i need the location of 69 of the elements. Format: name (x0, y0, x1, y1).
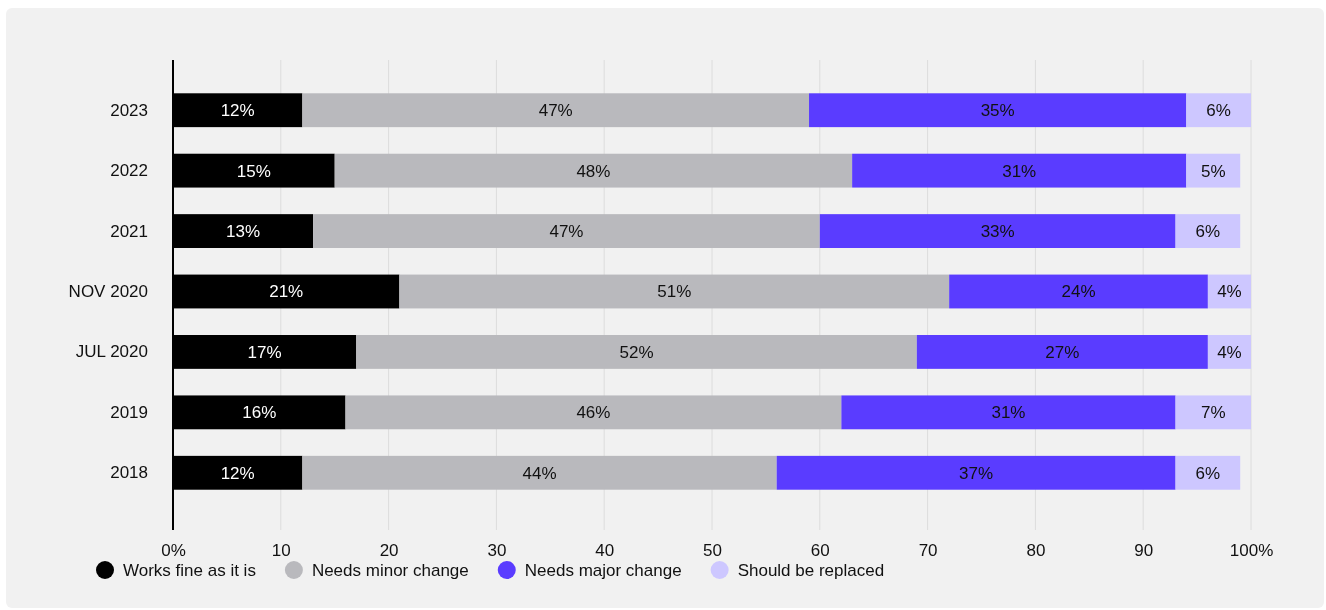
data-label: 33% (980, 222, 1015, 242)
bar (841, 395, 1176, 430)
bar (334, 153, 853, 188)
bar (1175, 455, 1241, 490)
x-tick-label: 80 (1026, 541, 1046, 561)
data-label: 4% (1217, 342, 1242, 362)
legend-label: Works fine as it is (123, 560, 256, 580)
data-label: 37% (959, 463, 994, 483)
bar (776, 455, 1176, 490)
bar (399, 274, 950, 309)
data-label: 51% (657, 282, 692, 302)
x-tick-label: 90 (1134, 541, 1154, 561)
data-label: 21% (269, 282, 304, 302)
legend-label: Needs major change (524, 560, 682, 580)
data-label: 15% (236, 161, 271, 181)
data-label: 44% (522, 463, 557, 483)
data-label: 6% (1195, 463, 1221, 483)
data-label: 13% (226, 222, 261, 242)
bar (345, 395, 842, 430)
bar (949, 274, 1208, 309)
bar (1175, 395, 1251, 430)
y-tick-label: 2023 (110, 100, 148, 120)
x-tick-label: 0% (161, 541, 186, 561)
x-tick-label: 40 (595, 541, 615, 561)
data-label: 12% (220, 101, 255, 121)
y-tick-label: 2019 (110, 402, 148, 422)
data-label: 17% (247, 342, 282, 362)
bar (1186, 93, 1251, 128)
legend-label: Needs minor change (311, 560, 469, 580)
y-tick-label: NOV 2020 (68, 281, 148, 301)
data-label: 35% (980, 101, 1015, 121)
data-label: 48% (576, 161, 611, 181)
bar (819, 214, 1176, 248)
data-label: 31% (1002, 161, 1037, 181)
legend-label: Should be replaced (737, 560, 885, 580)
data-label: 5% (1200, 161, 1226, 181)
bar (852, 153, 1187, 188)
bar (356, 335, 917, 369)
data-label: 52% (619, 342, 654, 362)
bar (809, 93, 1187, 128)
x-tick-label: 30 (487, 541, 507, 561)
y-tick-label: 2021 (110, 221, 148, 241)
bar (1175, 214, 1241, 248)
y-tick-label: JUL 2020 (75, 342, 148, 362)
data-label: 12% (220, 463, 255, 483)
data-label: 27% (1045, 342, 1080, 362)
x-tick-label: 70 (918, 541, 938, 561)
data-label: 16% (242, 403, 277, 423)
bar (302, 455, 777, 490)
data-label: 4% (1217, 282, 1242, 302)
bar (313, 214, 820, 248)
data-label: 31% (991, 403, 1026, 423)
y-tick-label: 2018 (110, 463, 148, 483)
data-label: 46% (576, 403, 611, 423)
data-label: 6% (1206, 101, 1231, 121)
x-tick-label: 60 (810, 541, 830, 561)
data-label: 47% (549, 222, 584, 242)
bar (916, 335, 1208, 369)
x-tick-label: 100% (1229, 541, 1274, 561)
data-label: 7% (1200, 403, 1226, 423)
data-label: 47% (538, 101, 573, 121)
x-tick-label: 50 (703, 541, 722, 561)
x-tick-label: 10 (271, 541, 291, 561)
bar (1186, 153, 1241, 188)
data-label: 24% (1061, 282, 1096, 302)
y-tick-label: 2022 (110, 161, 148, 181)
x-tick-label: 20 (379, 541, 399, 561)
data-label: 6% (1195, 222, 1221, 242)
bar (302, 93, 810, 128)
